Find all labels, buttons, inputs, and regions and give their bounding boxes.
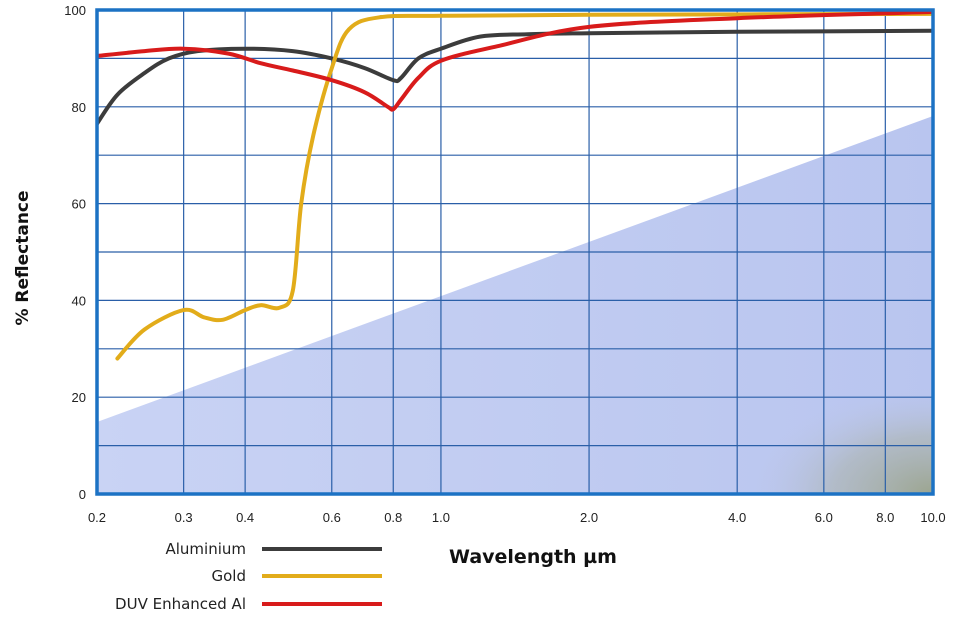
x-tick-label: 0.3 [175, 510, 193, 525]
y-tick-label: 100 [64, 3, 86, 18]
legend: Aluminium Gold DUV Enhanced Al [115, 540, 382, 613]
y-tick-label: 60 [72, 197, 86, 212]
legend-label: Aluminium [165, 540, 246, 558]
y-axis-title: % Reflectance [13, 190, 33, 325]
series-line-duv-enhanced-al [97, 10, 933, 112]
x-tick-label: 4.0 [728, 510, 746, 525]
plot-frame [95, 8, 935, 496]
series-lines [97, 10, 933, 361]
legend-label: Gold [212, 567, 247, 585]
y-tick-label: 80 [72, 100, 86, 115]
x-tick-labels: 0.2 0.3 0.4 0.6 0.8 1.0 2.0 4.0 6.0 8.0 10.0 [88, 510, 946, 525]
series-line-gold [115, 11, 933, 361]
x-tick-label: 0.8 [384, 510, 402, 525]
x-tick-label: 0.2 [88, 510, 106, 525]
y-tick-label: 0 [79, 487, 86, 502]
x-tick-label: 0.4 [236, 510, 254, 525]
x-tick-label: 6.0 [815, 510, 833, 525]
legend-label: DUV Enhanced Al [115, 595, 246, 613]
y-tick-label: 20 [72, 390, 86, 405]
x-tick-label: 10.0 [920, 510, 945, 525]
x-tick-label: 8.0 [876, 510, 894, 525]
y-tick-label: 40 [72, 293, 86, 308]
x-axis-title: Wavelength µm [449, 546, 617, 568]
y-tick-labels: 0 20 40 60 80 100 [64, 3, 86, 502]
x-tick-label: 1.0 [432, 510, 450, 525]
x-tick-label: 2.0 [580, 510, 598, 525]
x-tick-label: 0.6 [323, 510, 341, 525]
grid-lines [97, 10, 933, 494]
series-line-aluminium [97, 28, 933, 126]
